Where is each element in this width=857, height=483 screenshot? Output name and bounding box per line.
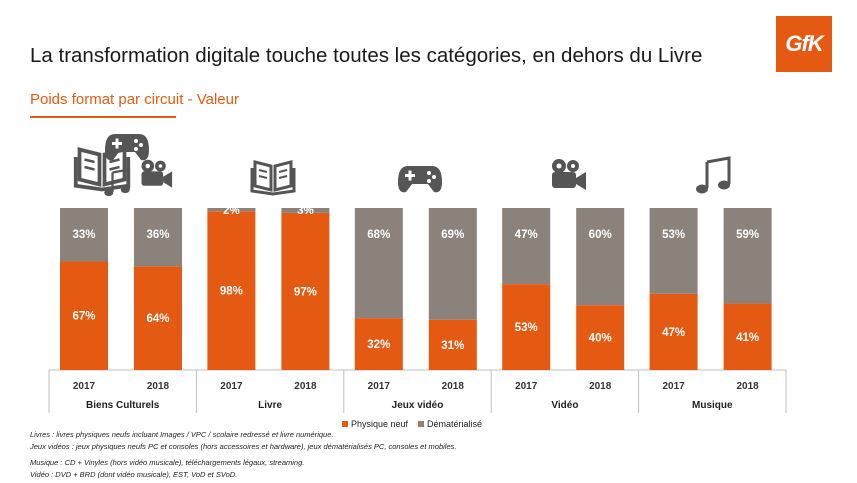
- bar-physique: [502, 284, 551, 370]
- x-tick-label: 2018: [294, 381, 317, 392]
- data-label-dematerialise: 2%: [223, 205, 240, 217]
- chart-legend: Physique neuf Dématérialisé: [342, 419, 482, 429]
- group-label: Musique: [692, 400, 733, 411]
- group-label: Livre: [258, 400, 282, 411]
- camera-icon: [141, 159, 173, 188]
- bar-physique: [649, 293, 698, 370]
- x-tick-label: 2017: [73, 381, 96, 392]
- music-note-icon: [696, 156, 731, 194]
- legend-label-dematerialise: Dématérialisé: [427, 419, 483, 429]
- bar-dematerialise: [649, 208, 698, 294]
- legend-item-dematerialise: Dématérialisé: [418, 419, 482, 429]
- legend-swatch-dematerialise: [418, 421, 425, 427]
- note-musique: Musique : CD + Vinyles (hors vidéo music…: [30, 458, 305, 467]
- x-tick-label: 2018: [589, 381, 612, 392]
- x-tick-label: 2017: [220, 381, 243, 392]
- data-label-physique: 98%: [220, 286, 243, 298]
- note-video: Vidéo : DVD + BRD (dont vidéo musicale),…: [30, 470, 238, 479]
- bar-dematerialise: [723, 208, 772, 304]
- x-tick-label: 2018: [147, 381, 170, 392]
- bar-physique: [354, 318, 403, 370]
- bar-dematerialise: [207, 208, 256, 212]
- group-label: Jeux vidéo: [392, 400, 444, 411]
- bar-physique: [576, 305, 625, 370]
- bar-physique: [207, 211, 256, 370]
- legend-label-physique: Physique neuf: [351, 419, 409, 429]
- bar-physique: [723, 303, 772, 370]
- x-tick-label: 2017: [515, 381, 538, 392]
- camera-icon: [552, 159, 586, 190]
- data-label-physique: 40%: [589, 333, 612, 345]
- music-note-icon: [104, 168, 131, 197]
- note-jeux: Jeux vidéos : jeux physiques neufs PC et…: [30, 442, 457, 451]
- group-label: Biens Culturels: [86, 400, 160, 411]
- bar-physique: [281, 212, 330, 370]
- bar-physique: [134, 266, 182, 370]
- data-label-dematerialise: 60%: [589, 229, 612, 241]
- x-tick-label: 2018: [736, 381, 759, 392]
- gamepad-icon: [105, 134, 149, 161]
- bar-physique: [60, 261, 108, 370]
- data-label-dematerialise: 3%: [297, 205, 314, 217]
- x-tick-label: 2017: [662, 381, 685, 392]
- book-icon: [250, 160, 296, 196]
- bar-dematerialise: [60, 208, 108, 262]
- bar-dematerialise: [354, 208, 403, 319]
- data-label-dematerialise: 53%: [662, 229, 685, 241]
- data-label-physique: 97%: [294, 286, 317, 298]
- data-label-physique: 32%: [367, 339, 390, 351]
- data-label-physique: 53%: [515, 322, 538, 334]
- bar-dematerialise: [281, 208, 330, 213]
- data-label-physique: 41%: [736, 332, 759, 344]
- bar-dematerialise: [428, 208, 477, 320]
- data-label-dematerialise: 36%: [146, 229, 169, 241]
- bar-physique: [428, 319, 477, 370]
- chart-title: La transformation digitale touche toutes…: [30, 44, 703, 67]
- data-label-physique: 31%: [441, 340, 464, 352]
- data-label-dematerialise: 47%: [515, 229, 538, 241]
- data-label-dematerialise: 33%: [72, 229, 95, 241]
- subtitle-underline: [30, 116, 176, 118]
- data-label-physique: 67%: [72, 311, 95, 323]
- bar-dematerialise: [502, 208, 551, 285]
- note-livres: Livres : livres physiques neufs incluant…: [30, 430, 334, 439]
- data-label-dematerialise: 59%: [736, 229, 759, 241]
- x-tick-label: 2018: [442, 381, 465, 392]
- bar-dematerialise: [134, 208, 182, 267]
- book-icon: [73, 147, 131, 192]
- group-label: Vidéo: [551, 400, 578, 411]
- chart-subtitle: Poids format par circuit - Valeur: [30, 91, 239, 108]
- data-label-dematerialise: 68%: [367, 229, 390, 241]
- data-label-dematerialise: 69%: [441, 229, 464, 241]
- legend-item-physique: Physique neuf: [342, 419, 408, 429]
- bar-dematerialise: [576, 208, 625, 306]
- gamepad-icon: [398, 166, 442, 193]
- x-tick-label: 2017: [368, 381, 391, 392]
- legend-swatch-physique: [342, 421, 348, 427]
- gfk-logo: GfK: [776, 16, 832, 72]
- data-label-physique: 47%: [662, 327, 685, 339]
- data-label-physique: 64%: [146, 313, 169, 325]
